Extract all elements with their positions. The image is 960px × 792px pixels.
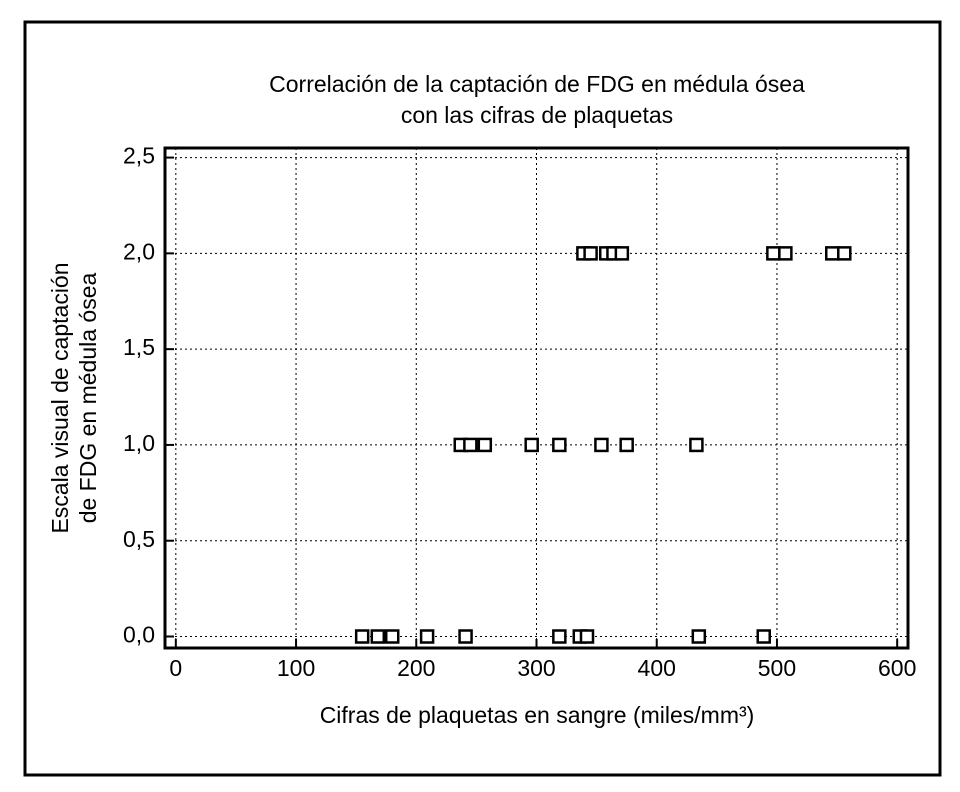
point [384, 629, 400, 644]
point [354, 629, 370, 644]
point [594, 437, 609, 453]
y-axis-label: de FDG en médula ósea [75, 273, 101, 524]
x-tick-label: 200 [397, 655, 435, 681]
point [778, 246, 793, 261]
point [583, 246, 598, 261]
point [766, 246, 781, 261]
point [691, 629, 707, 644]
x-tick-label: 400 [638, 655, 676, 681]
point [689, 437, 704, 453]
point [419, 629, 435, 644]
point [477, 437, 493, 453]
point [552, 437, 567, 453]
x-tick-label: 0 [169, 655, 182, 681]
point [619, 437, 634, 453]
point [837, 246, 852, 261]
point [756, 629, 771, 644]
point [552, 629, 567, 644]
outer-frame [23, 20, 942, 777]
point [458, 629, 473, 644]
y-tick-label: 0,0 [123, 622, 155, 648]
y-tick-label: 0,5 [123, 526, 155, 552]
chart-title: con las cifras de plaquetas [401, 102, 673, 128]
point [579, 629, 595, 644]
point [825, 246, 840, 261]
chart-title: Correlación de la captación de FDG en mé… [269, 71, 805, 97]
x-tick-label: 100 [277, 655, 315, 681]
plot-frame [163, 146, 910, 650]
point [614, 246, 630, 261]
x-tick-label: 600 [878, 655, 916, 681]
point [370, 629, 386, 644]
y-tick-label: 2,5 [123, 143, 155, 169]
y-tick-label: 2,0 [123, 238, 155, 264]
y-axis-label: Escala visual de captación [47, 262, 73, 533]
x-tick-label: 300 [517, 655, 555, 681]
point [524, 437, 539, 453]
x-tick-label: 500 [758, 655, 796, 681]
y-tick-label: 1,0 [123, 430, 155, 456]
y-tick-label: 1,5 [123, 334, 155, 360]
x-axis-label: Cifras de plaquetas en sangre (miles/mm³… [320, 702, 755, 728]
point [463, 437, 478, 453]
